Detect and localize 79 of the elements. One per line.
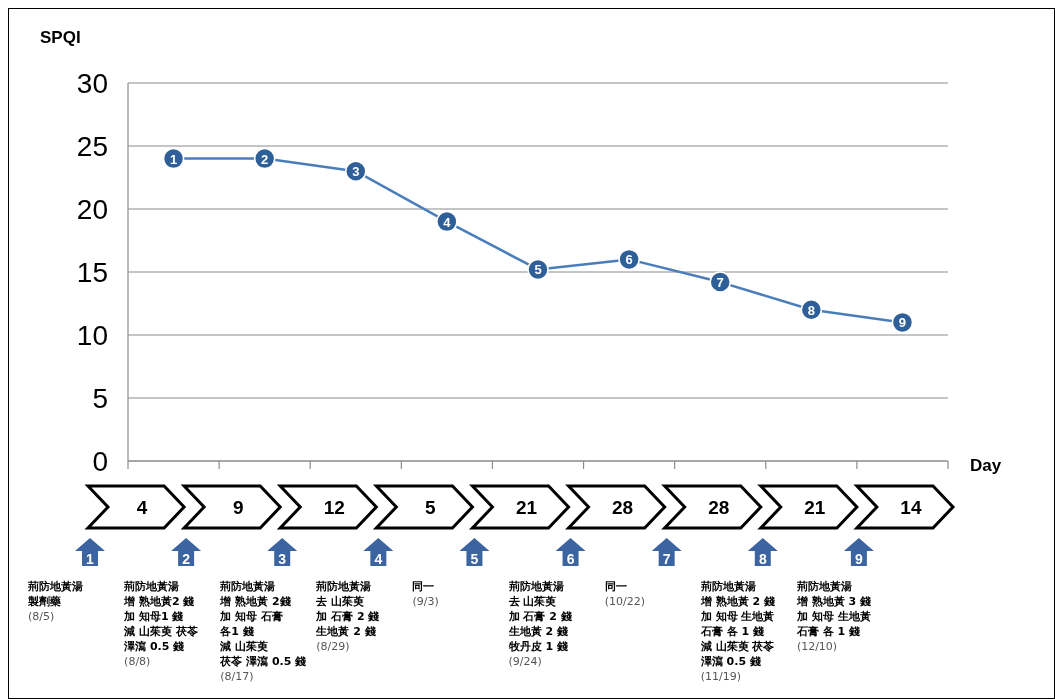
text: 12 (323, 497, 345, 518)
text: 荊防地黃湯 (219, 580, 276, 593)
text: 3 (278, 551, 287, 567)
x-axis-title: Day (970, 456, 1002, 475)
text: (9/3) (412, 595, 439, 608)
annotation: 9 (898, 315, 907, 331)
text: 1 (86, 551, 95, 567)
text: 各1 錢 (219, 625, 254, 638)
text: 5 (470, 551, 479, 567)
y-tick-label: 20 (76, 194, 108, 225)
annotation: 7 (716, 275, 724, 291)
text: (9/24) (508, 655, 542, 668)
text: 28 (612, 497, 634, 518)
annotation: 6 (625, 252, 633, 268)
text: 增 熟地黃 2 錢 (699, 595, 775, 608)
text: (8/8) (124, 655, 151, 668)
text: 14 (900, 497, 922, 518)
text: 4 (374, 551, 383, 567)
text: 減 山茱萸 茯苓 (123, 625, 198, 638)
text: 生地黃 2 錢 (507, 625, 568, 638)
text: 加 知母 生地黃 (699, 610, 775, 623)
text: 增 熟地黃 2錢 (219, 595, 291, 608)
text: 減 山茱萸 茯苓 (699, 640, 775, 653)
text: 8 (758, 551, 767, 567)
text: 6 (566, 551, 575, 567)
text: 4 (136, 497, 148, 518)
text: 增 熟地黃2 錢 (123, 595, 195, 608)
text: 9 (854, 551, 863, 567)
text: (10/22) (604, 595, 645, 608)
text: 製劑藥 (27, 595, 61, 608)
y-tick-label: 10 (76, 320, 108, 351)
text: (12/10) (796, 640, 838, 653)
text: 21 (804, 497, 826, 518)
text: 去 山茱萸 (507, 595, 557, 608)
text: 28 (708, 497, 730, 518)
text: 茯苓 澤瀉 0.5 錢 (219, 655, 307, 668)
text: (8/17) (220, 670, 254, 683)
text: 5 (425, 497, 437, 518)
annotation: 8 (807, 302, 815, 318)
text: 加 知母1 錢 (123, 610, 184, 623)
text: 21 (515, 497, 538, 518)
text: 澤瀉 0.5 錢 (123, 640, 185, 653)
y-tick-label: 30 (76, 68, 108, 99)
text: 同一 (604, 580, 627, 593)
y-tick-label: 5 (92, 383, 108, 414)
text: 加 知母 生地黃 (795, 610, 871, 623)
y-axis-title: SPQI (40, 28, 81, 47)
text: 荊防地黃湯 (795, 580, 852, 593)
text: 增 熟地黃 3 錢 (795, 595, 872, 608)
text: 荊防地黃湯 (27, 580, 83, 593)
text: 荊防地黃湯 (507, 580, 564, 593)
text: 加 石膏 2 錢 (315, 610, 380, 623)
text: 石膏 各 1 錢 (795, 625, 861, 638)
annotation: 1 (169, 151, 178, 167)
y-tick-label: 0 (92, 446, 108, 477)
text: 牧丹皮 1 錢 (507, 640, 568, 653)
text: 荊防地黃湯 (123, 580, 180, 593)
text: 生地黃 2 錢 (315, 625, 376, 638)
text: (8/29) (316, 640, 350, 653)
y-tick-label: 15 (76, 257, 108, 288)
annotation: 4 (443, 214, 452, 230)
text: 石膏 各 1 錢 (699, 625, 764, 638)
text: 去 山茱萸 (315, 595, 365, 608)
text: (11/19) (700, 670, 742, 683)
text: 荊防地黃湯 (699, 580, 756, 593)
text: 同一 (412, 580, 435, 593)
text: 加 石膏 2 錢 (507, 610, 572, 623)
text: 7 (662, 551, 671, 567)
y-tick-label: 25 (76, 131, 108, 162)
text: 加 知母 石膏 (219, 610, 283, 623)
text: 2 (182, 551, 191, 567)
text: 9 (232, 497, 244, 518)
text: (8/5) (28, 610, 55, 623)
annotation: 3 (352, 164, 360, 180)
annotation: 2 (261, 151, 269, 167)
text: 澤瀉 0.5 錢 (699, 655, 761, 668)
annotation: 5 (534, 262, 542, 278)
text: 減 山茱萸 (219, 640, 269, 653)
text: 荊防地黃湯 (315, 580, 372, 593)
